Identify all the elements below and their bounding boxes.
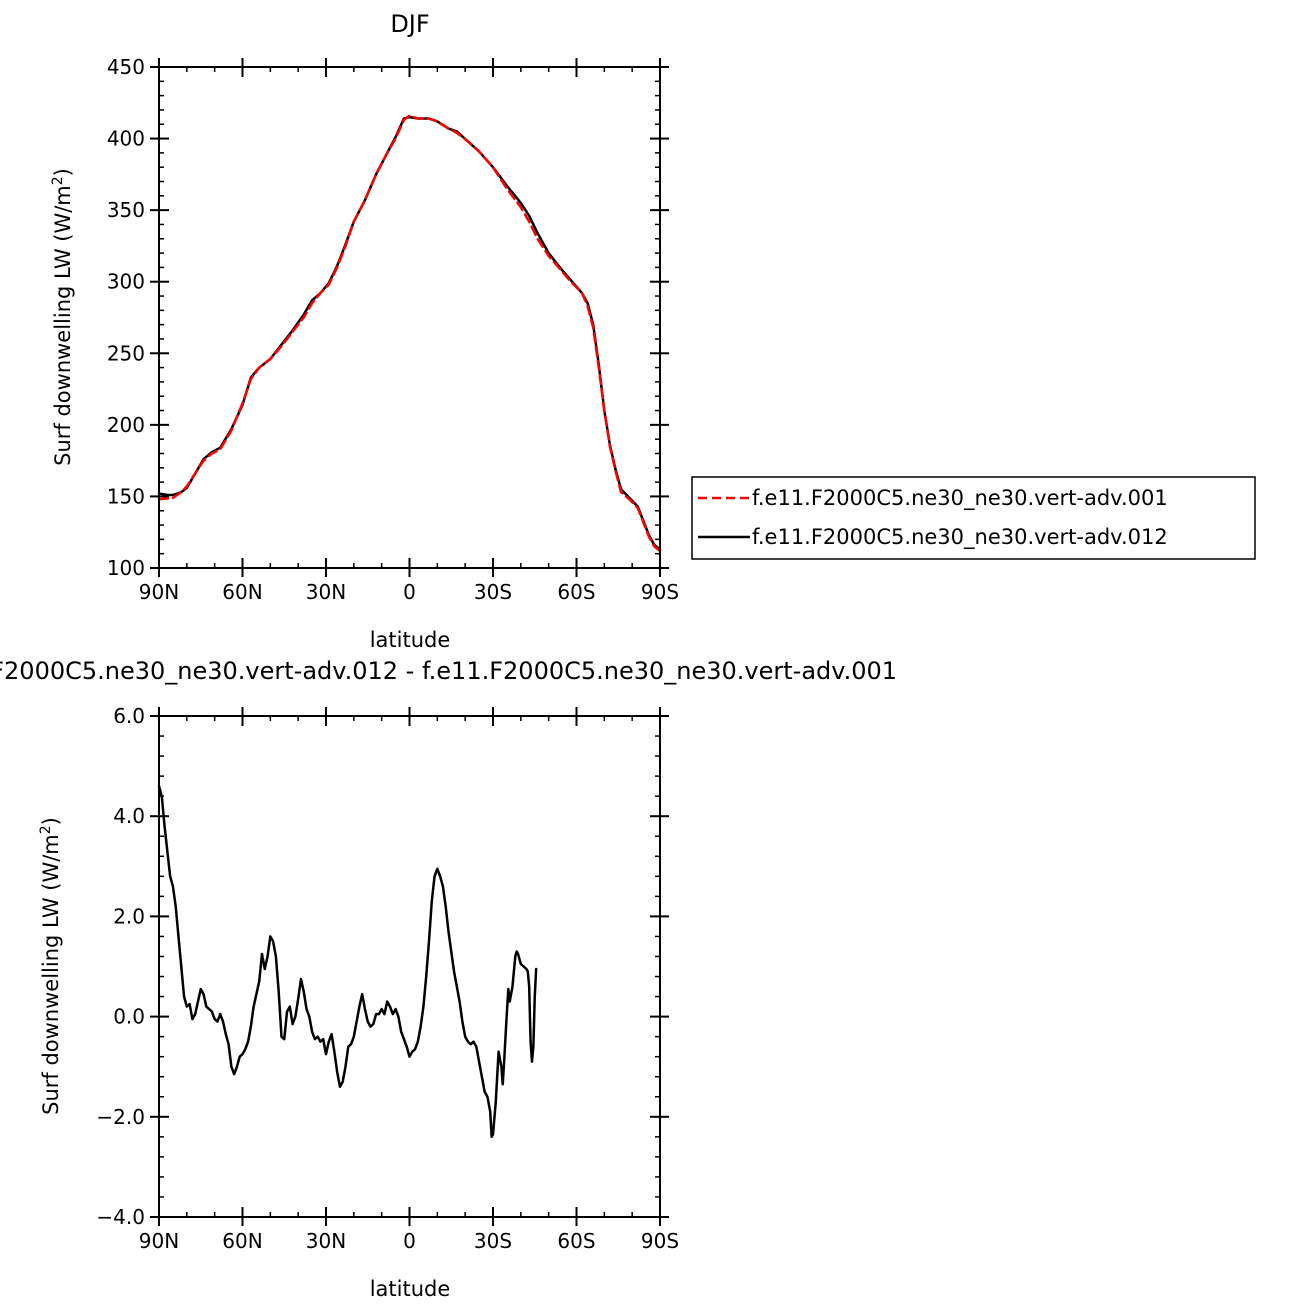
y-tick-label: 4.0 [113, 804, 145, 828]
x-tick-label: 0 [403, 1229, 416, 1253]
y-tick-label: 100 [107, 556, 145, 580]
x-tick-label: 60S [557, 580, 595, 604]
series-line-2 [157, 115, 662, 551]
bottom-chart-tick-labels: 90N 60N 30N 0 30S 60S 90S −4.0 −2.0 0.0 2.0 4.0 6.0 [96, 704, 679, 1253]
x-tick-label: 90N [139, 1229, 179, 1253]
top-chart-xlabel: latitude [370, 628, 451, 652]
top-chart-title: DJF [390, 10, 429, 38]
bottom-chart-ylabel: Surf downwelling LW (W/m2) [38, 817, 63, 1115]
bottom-chart-lines [157, 784, 538, 1139]
legend-label-series1: f.e11.F2000C5.ne30_ne30.vert-adv.001 [752, 486, 1168, 511]
y-tick-label: 150 [107, 484, 145, 508]
x-tick-label: 60N [222, 1229, 262, 1253]
legend-box [691, 476, 1256, 560]
x-tick-label: 30N [306, 580, 346, 604]
y-tick-label: −2.0 [96, 1105, 145, 1129]
y-tick-label: 300 [107, 270, 145, 294]
y-tick-label: −4.0 [96, 1205, 145, 1229]
top-chart-lines [157, 114, 662, 553]
bottom-chart: f.e11.F2000C5.ne30_ne30.vert-adv.012 - f… [0, 657, 897, 1301]
x-tick-label: 0 [403, 580, 416, 604]
top-chart-tick-labels: 90N 60N 30N 0 30S 60S 90S 100 150 200 250 300 350 400… [107, 55, 679, 604]
x-tick-label: 30S [474, 580, 512, 604]
bottom-chart-ticks [150, 707, 669, 1226]
y-tick-label: 350 [107, 198, 145, 222]
top-chart: DJF Surf downwelling LW (W/m2) latitude … [50, 10, 679, 652]
legend: f.e11.F2000C5.ne30_ne30.vert-adv.001 f.e… [691, 476, 1256, 560]
x-tick-label: 90N [139, 580, 179, 604]
y-tick-label: 200 [107, 413, 145, 437]
bottom-chart-xlabel: latitude [370, 1277, 451, 1301]
series-line-1 [157, 114, 662, 553]
legend-label-series2: f.e11.F2000C5.ne30_ne30.vert-adv.012 [752, 525, 1168, 550]
y-tick-label: 250 [107, 341, 145, 365]
y-tick-label: 0.0 [113, 1005, 145, 1029]
y-tick-label: 2.0 [113, 904, 145, 928]
top-chart-frame [158, 66, 661, 569]
x-tick-label: 90S [641, 580, 679, 604]
y-tick-label: 400 [107, 127, 145, 151]
y-tick-label: 6.0 [113, 704, 145, 728]
x-tick-label: 60S [557, 1229, 595, 1253]
y-tick-label: 450 [107, 55, 145, 79]
bottom-chart-frame [158, 715, 661, 1218]
bottom-chart-title: f.e11.F2000C5.ne30_ne30.vert-adv.012 - f… [0, 657, 897, 685]
x-tick-label: 60N [222, 580, 262, 604]
series-line-1 [157, 784, 538, 1139]
top-chart-ylabel: Surf downwelling LW (W/m2) [50, 168, 75, 466]
x-tick-label: 90S [641, 1229, 679, 1253]
x-tick-label: 30S [474, 1229, 512, 1253]
x-tick-label: 30N [306, 1229, 346, 1253]
